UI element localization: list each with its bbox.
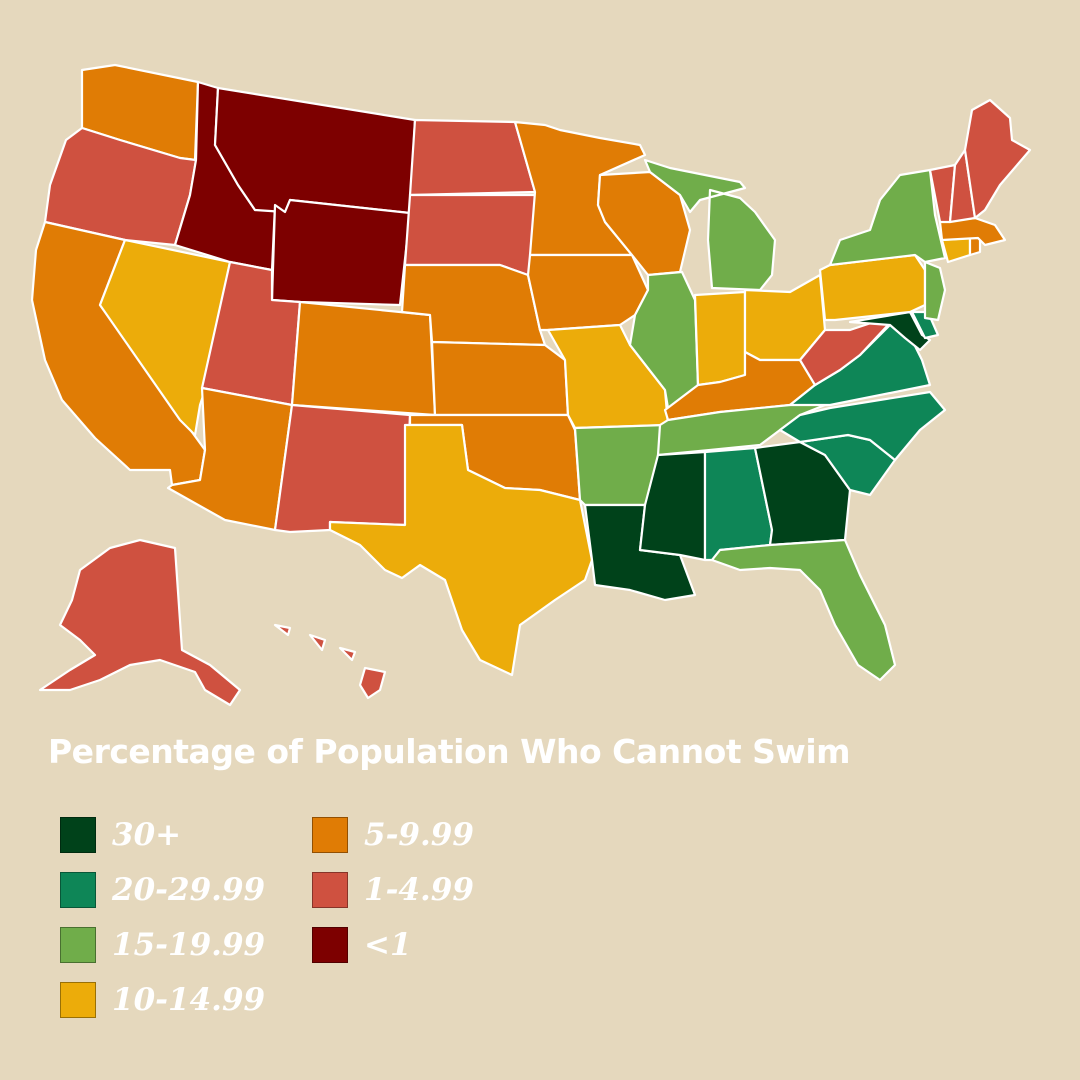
- legend-item: 1-4.99: [312, 870, 474, 910]
- state-wyoming: [270, 198, 412, 307]
- state-rhode-island: [968, 236, 982, 257]
- legend: 30+ 20-29.99 15-19.99 10-14.99 5-9.99 1-…: [60, 815, 620, 1035]
- legend-item: 20-29.99: [60, 870, 265, 910]
- legend-item: 30+: [60, 815, 181, 855]
- state-maine: [963, 98, 1032, 220]
- map-title: Percentage of Population Who Cannot Swim: [48, 732, 851, 771]
- state-florida: [710, 538, 897, 682]
- legend-swatch: [312, 872, 348, 908]
- us-choropleth-map: [30, 63, 1032, 707]
- state-michigan: [643, 158, 777, 292]
- legend-swatch: [60, 817, 96, 853]
- legend-label: 20-29.99: [112, 872, 266, 908]
- state-delaware: [910, 310, 940, 340]
- legend-label: 30+: [112, 817, 182, 853]
- state-north-dakota: [408, 118, 537, 197]
- legend-label: 1-4.99: [364, 872, 474, 908]
- state-montana: [213, 86, 417, 215]
- legend-swatch: [60, 927, 96, 963]
- legend-item: 15-19.99: [60, 925, 265, 965]
- state-south-dakota: [403, 193, 537, 277]
- state-maryland: [848, 310, 932, 352]
- state-massachusetts: [938, 216, 1007, 247]
- state-kansas: [430, 340, 570, 417]
- legend-label: 15-19.99: [112, 927, 266, 963]
- state-new-york: [828, 168, 947, 267]
- state-new-jersey: [923, 260, 947, 322]
- state-connecticut: [940, 236, 972, 264]
- legend-label: 5-9.99: [364, 817, 474, 853]
- state-colorado: [290, 300, 437, 417]
- legend-item: 10-14.99: [60, 980, 265, 1020]
- legend-swatch: [312, 927, 348, 963]
- state-iowa: [526, 253, 650, 332]
- state-tennessee: [656, 393, 827, 457]
- state-new-mexico: [273, 403, 412, 534]
- legend-item: 5-9.99: [312, 815, 474, 855]
- state-alaska: [38, 538, 242, 707]
- state-texas: [328, 423, 594, 677]
- state-indiana: [693, 290, 747, 387]
- legend-swatch: [60, 982, 96, 1018]
- state-north-carolina: [778, 390, 947, 462]
- legend-swatch: [312, 817, 348, 853]
- legend-swatch: [60, 872, 96, 908]
- legend-label: <1: [364, 927, 412, 963]
- state-hawaii: [273, 623, 387, 700]
- legend-item: <1: [312, 925, 412, 965]
- legend-label: 10-14.99: [112, 982, 266, 1018]
